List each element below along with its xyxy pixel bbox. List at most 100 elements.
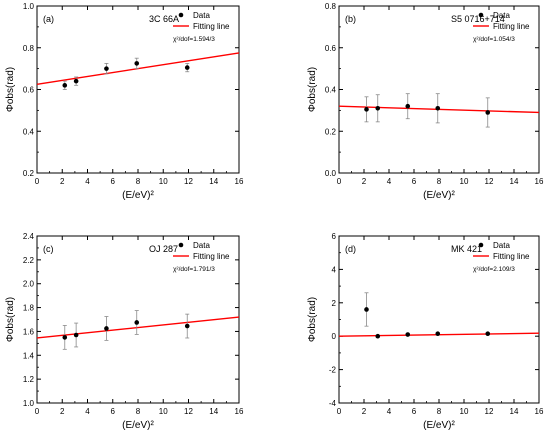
fitting-line (36, 316, 240, 339)
x-axis-label: (E/eV)² (122, 420, 154, 431)
x-tick-label: 2 (60, 407, 65, 416)
x-tick-label: 0 (337, 177, 342, 186)
legend-data-label: Data (193, 11, 210, 20)
x-tick-label: 16 (235, 177, 244, 186)
y-tick-label: 0 (332, 332, 337, 341)
plot-frame (338, 5, 540, 174)
legend-fit-label: Fitting line (493, 252, 530, 261)
data-point (375, 333, 381, 339)
x-tick-label: 8 (437, 177, 442, 186)
legend-data-label: Data (193, 241, 210, 250)
y-tick-label: 2.2 (23, 256, 35, 265)
y-tick-label: 1.6 (23, 327, 35, 336)
data-point (104, 66, 109, 71)
y-tick-label: 0.8 (325, 2, 337, 11)
x-tick-label: 10 (460, 177, 469, 186)
y-tick-label: 1.0 (23, 399, 35, 408)
data-point (62, 83, 68, 88)
x-tick-label: 0 (337, 407, 342, 416)
data-point (184, 323, 190, 329)
y-axis-label: Φobs(rad) (307, 297, 318, 342)
data-point (104, 326, 109, 331)
y-tick-label: 0.2 (325, 127, 337, 136)
y-tick-label: 0.4 (23, 127, 35, 136)
x-tick-label: 16 (535, 407, 544, 416)
data-point (405, 332, 411, 337)
x-axis-label: (E/eV)² (423, 420, 455, 431)
chi2-dof-label: χ²/dof=1.594/3 (173, 36, 215, 43)
chart-panel-1: 0 2 4 6 8 10 12 14 16 0.2 0.4 0.6 0.8 1.0 (E/eV)² Φobs(… (5, 2, 244, 201)
x-tick-label: 0 (35, 407, 40, 416)
source-name: OJ 287 (149, 244, 178, 254)
data-point (375, 105, 381, 111)
x-tick-label: 10 (460, 407, 469, 416)
x-tick-label: 4 (387, 407, 392, 416)
y-tick-label: 2 (332, 299, 337, 308)
data-point (435, 105, 441, 111)
x-tick-label: 0 (35, 177, 40, 186)
y-axis-label: Φobs(rad) (5, 67, 16, 112)
legend-fit-label: Fitting line (193, 22, 230, 31)
x-tick-label: 4 (85, 177, 90, 186)
legend-fit-label: Fitting line (493, 22, 530, 31)
x-tick-label: 6 (111, 177, 116, 186)
legend-data-label: Data (493, 11, 510, 20)
data-point (134, 61, 140, 66)
x-tick-label: 12 (184, 407, 193, 416)
panel-label: (d) (345, 244, 356, 254)
data-point (364, 307, 369, 312)
x-tick-label: 14 (510, 177, 519, 186)
legend-data-marker (178, 12, 184, 18)
x-tick-label: 8 (437, 407, 442, 416)
x-tick-label: 6 (111, 407, 116, 416)
y-tick-label: -4 (329, 399, 337, 408)
legend-data-marker (478, 12, 484, 18)
x-tick-label: 12 (485, 407, 494, 416)
x-tick-label: 2 (60, 177, 65, 186)
x-tick-label: 4 (85, 407, 90, 416)
x-tick-label: 2 (362, 407, 367, 416)
data-point (62, 335, 68, 340)
panel-label: (a) (43, 14, 54, 24)
legend-data-marker (178, 242, 184, 248)
x-tick-label: 6 (412, 407, 417, 416)
y-tick-label: 0.6 (23, 86, 35, 95)
x-tick-label: 10 (159, 407, 168, 416)
chi2-dof-label: χ²/dof=1.791/3 (173, 266, 215, 273)
x-tick-label: 4 (387, 177, 392, 186)
x-tick-label: 12 (184, 177, 193, 186)
x-tick-label: 8 (136, 407, 141, 416)
data-point (134, 320, 140, 325)
source-name: MK 421 (451, 244, 482, 254)
legend-data-marker (478, 242, 484, 248)
x-tick-label: 2 (362, 177, 367, 186)
chart-panel-4: 0 2 4 6 8 10 12 14 16 -4 -2 0 2 4 6 (E/eV)² Φobs(rad) (d)… (307, 232, 544, 431)
x-tick-label: 12 (485, 177, 494, 186)
x-axis-label: (E/eV)² (122, 190, 154, 201)
y-tick-label: 1.4 (23, 351, 35, 360)
legend-fit-label: Fitting line (193, 252, 230, 261)
panel-label: (c) (43, 244, 54, 254)
y-axis-label: Φobs(rad) (307, 67, 318, 112)
x-tick-label: 14 (209, 407, 218, 416)
y-tick-label: 1.0 (23, 2, 35, 11)
y-tick-label: 0.8 (23, 44, 35, 53)
data-point (73, 332, 79, 338)
data-point (184, 65, 190, 70)
y-tick-label: 0.2 (23, 169, 35, 178)
y-tick-label: 2.0 (23, 280, 35, 289)
data-point (485, 110, 491, 115)
y-tick-label: -2 (329, 366, 337, 375)
panel-label: (b) (345, 14, 356, 24)
y-tick-label: 0.4 (325, 86, 337, 95)
y-axis-label: Φobs(rad) (5, 297, 16, 342)
y-tick-label: 0.0 (325, 169, 337, 178)
data-point (73, 78, 79, 84)
x-tick-label: 14 (510, 407, 519, 416)
data-point (405, 103, 411, 109)
y-tick-label: 1.8 (23, 304, 35, 313)
x-tick-label: 8 (136, 177, 141, 186)
x-tick-label: 16 (535, 177, 544, 186)
x-tick-label: 16 (235, 407, 244, 416)
